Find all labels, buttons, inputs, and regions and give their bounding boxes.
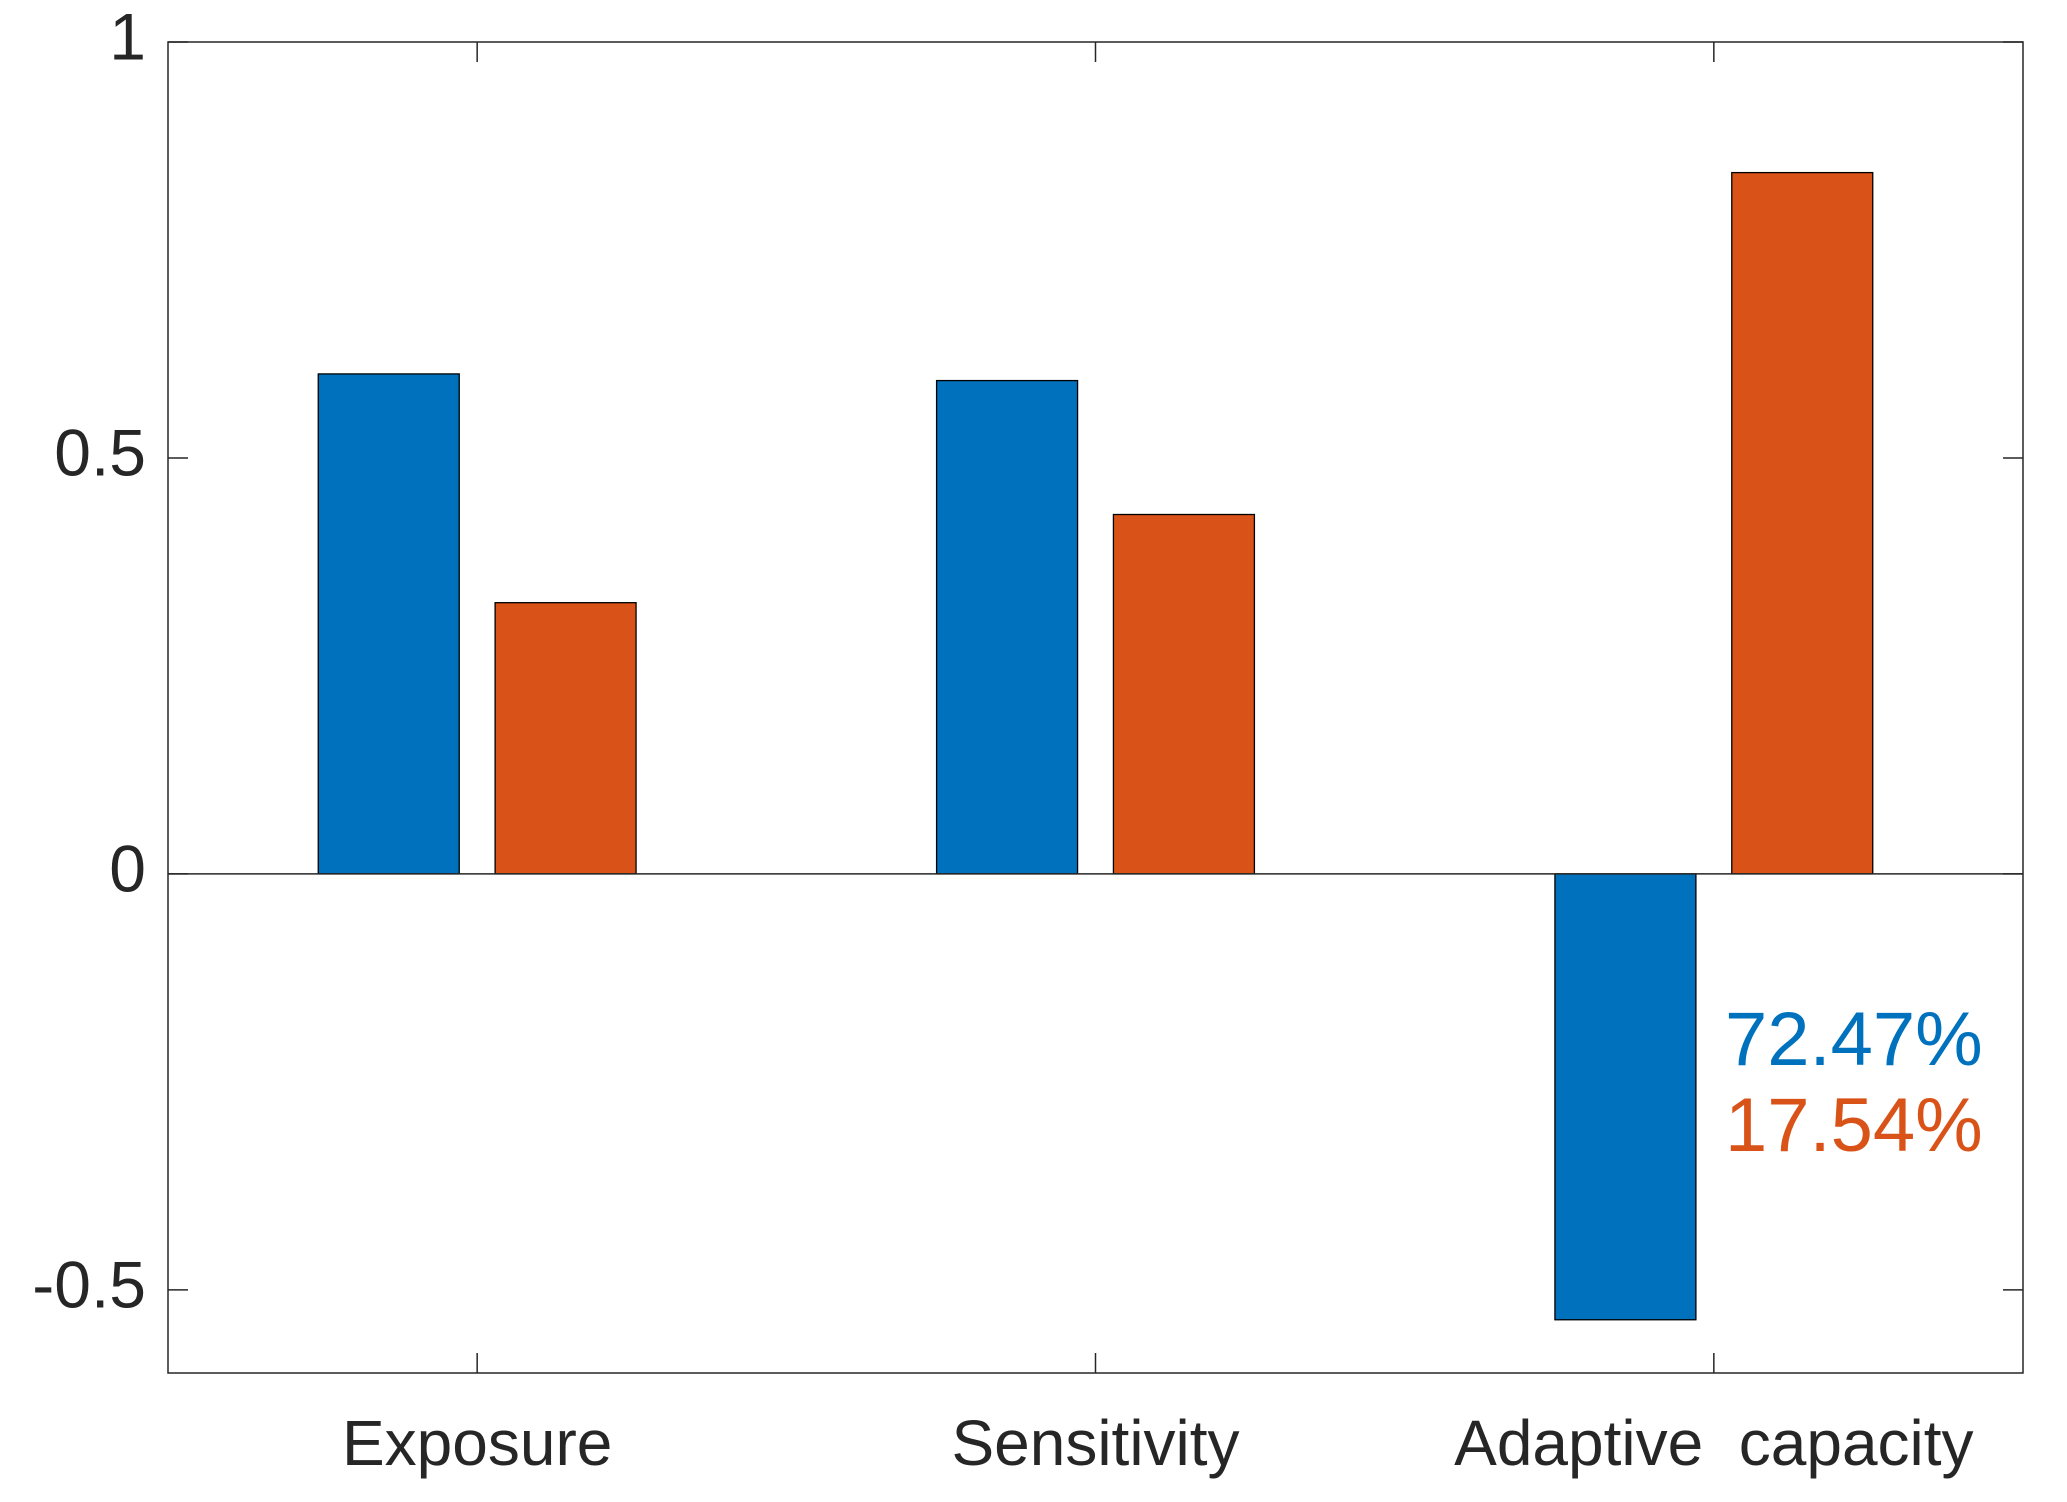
annotation: 17.54%	[1725, 1083, 1983, 1168]
y-tick-label: 1	[109, 0, 146, 73]
bar	[317, 373, 460, 875]
bar	[1554, 873, 1697, 1321]
y-tick-label: -0.5	[32, 1247, 146, 1321]
y-tick-label: 0.5	[54, 415, 146, 489]
x-tick-label: Exposure	[342, 1407, 612, 1479]
bar	[1112, 513, 1256, 875]
bar	[1731, 171, 1874, 875]
x-tick-label: Adaptive capacity	[1454, 1407, 1973, 1479]
annotation: 72.47%	[1725, 997, 1983, 1082]
bar	[935, 379, 1079, 875]
x-tick-label: Sensitivity	[951, 1407, 1239, 1479]
y-tick-label: 0	[109, 831, 146, 905]
plot-area	[167, 41, 2024, 1374]
bar	[494, 602, 637, 875]
